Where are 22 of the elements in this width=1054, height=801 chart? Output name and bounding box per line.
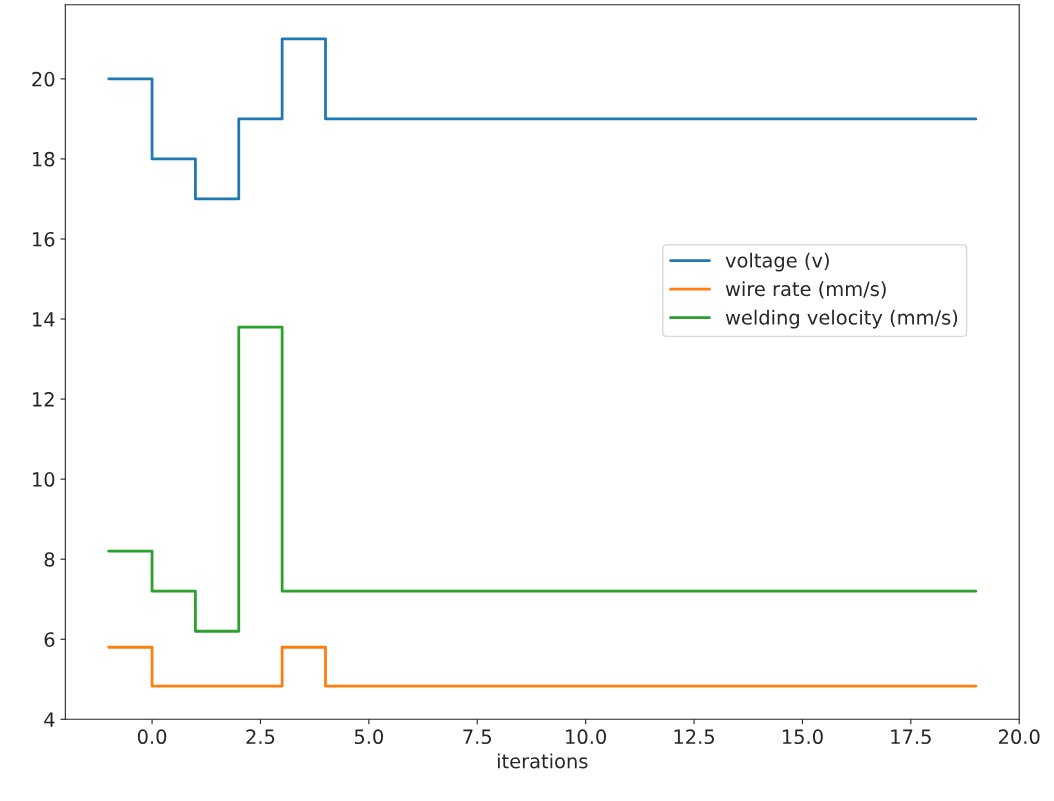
x-axis-title: iterations bbox=[497, 753, 588, 769]
x-tick-label: 20.0 bbox=[999, 729, 1040, 745]
x-tick-label: 7.5 bbox=[463, 729, 492, 745]
y-tick-label: 16 bbox=[33, 231, 55, 247]
x-tick-label: 10.0 bbox=[566, 729, 606, 745]
y-tick-label: 6 bbox=[44, 632, 55, 647]
legend-label: wire rate (mm/s) bbox=[725, 281, 886, 299]
y-tick-label: 18 bbox=[33, 151, 55, 167]
x-tick-label: 2.5 bbox=[246, 729, 275, 745]
x-tick-label: 0.0 bbox=[137, 729, 167, 745]
y-tick-label: 10 bbox=[33, 472, 55, 487]
y-tick-label: 8 bbox=[44, 552, 55, 567]
x-tick-label: 12.5 bbox=[674, 729, 714, 745]
x-tick-label: 5.0 bbox=[354, 729, 384, 745]
x-tick-label: 17.5 bbox=[891, 729, 931, 745]
x-tick-label: 15.0 bbox=[782, 729, 823, 745]
y-tick-label: 12 bbox=[33, 392, 54, 407]
legend-label: welding velocity (mm/s) bbox=[725, 309, 958, 329]
y-tick-label: 14 bbox=[33, 312, 55, 327]
y-tick-label: 4 bbox=[44, 712, 55, 727]
y-tick-label: 20 bbox=[32, 71, 55, 87]
legend-label: voltage (v) bbox=[725, 252, 829, 272]
